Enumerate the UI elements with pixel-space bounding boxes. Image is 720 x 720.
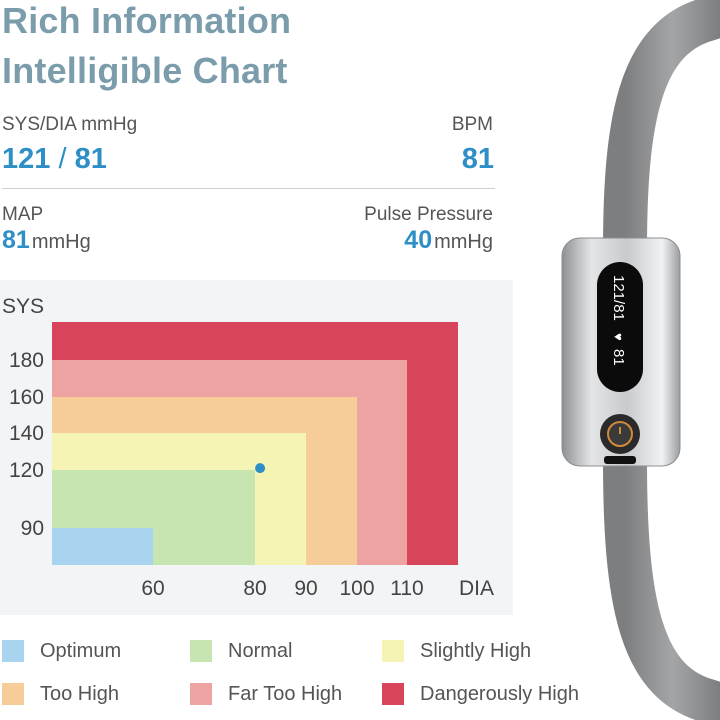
zone-optimum [52,528,153,565]
sys-dia-value: 121 / 81 [2,143,107,176]
screen-reading: 121/81 [610,275,627,321]
screen-pulse: 81 [610,349,627,366]
legend-swatch [190,640,212,662]
y-tick-180: 180 [9,349,44,372]
legend-label: Too High [40,682,119,705]
device-bottom-slot [604,456,636,464]
reading-marker [255,463,266,474]
x-tick-100: 100 [339,577,374,600]
y-tick-120: 120 [9,459,44,482]
x-tick-labels: 60 80 90 100 110 [141,577,423,600]
pulse-pressure-value: 40 [404,226,433,254]
x-tick-80: 80 [243,577,266,600]
legend-swatch [190,683,212,705]
divider [2,188,495,189]
map-label: MAP [2,204,44,225]
legend-item-dangerously-high: Dangerously High [382,683,579,705]
x-tick-90: 90 [294,577,317,600]
heart-icon: ♥ [611,333,626,341]
screen-readout: 121/81 ♥ 81 [610,275,627,366]
bpm-label: BPM [451,114,493,135]
legend-swatch [2,640,24,662]
legend-label: Optimum [40,639,122,662]
legend-label: Dangerously High [420,682,579,705]
bp-zone-chart-svg: SYS DIA 180 160 140 120 90 60 80 90 100 110 [2,295,494,600]
y-tick-90: 90 [21,517,44,540]
y-tick-160: 160 [9,386,44,409]
bp-monitor-device: 121/81 ♥ 81 [561,0,720,720]
y-tick-140: 140 [9,422,44,445]
page-title-line2: Intelligible Chart [2,50,288,91]
legend-label: Far Too High [228,682,343,705]
cuff-tube-upper [603,0,720,272]
sys-value: 121 [2,143,51,175]
bpm-value: 81 [461,143,494,175]
pulse-pressure-label: Pulse Pressure [364,204,493,225]
page-title-line1: Rich Information [2,0,292,41]
sys-dia-label: SYS/DIA mmHg [2,114,138,135]
legend-swatch [2,683,24,705]
legend-item-slightly-high: Slightly High [382,640,531,662]
legend-item-optimum: Optimum [2,640,121,662]
legend-swatch [382,640,404,662]
slash: / [58,143,67,175]
pulse-pressure-group: 40 mmHg [404,226,493,255]
bp-zone-chart: SYS DIA 180 160 140 120 90 60 80 90 100 110 [0,280,513,615]
legend-label: Slightly High [420,639,532,662]
x-tick-110: 110 [390,577,423,600]
map-unit: mmHg [31,231,91,253]
dia-value: 81 [74,143,107,175]
legend-label: Normal [228,639,293,662]
map-value: 81 [2,226,30,254]
legend-item-far-too-high: Far Too High [190,683,342,705]
legend-item-normal: Normal [190,640,292,662]
y-axis-label: SYS [2,295,44,318]
x-tick-60: 60 [141,577,164,600]
legend-item-too-high: Too High [2,683,119,705]
legend-swatch [382,683,404,705]
x-axis-label: DIA [459,577,494,600]
zone-rects [52,322,458,565]
device-screen [597,262,643,392]
y-tick-labels: 180 160 140 120 90 [9,349,44,540]
map-value-group: 81 mmHg [2,226,91,255]
pulse-pressure-unit: mmHg [434,231,493,253]
cuff-tube-lower [603,438,720,720]
